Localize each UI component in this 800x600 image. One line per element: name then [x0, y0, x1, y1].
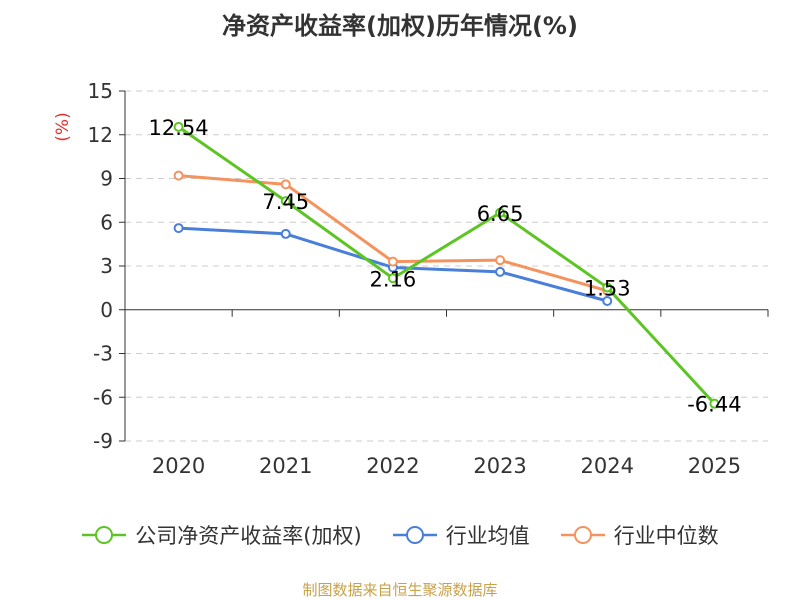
legend-marker-industry-median — [560, 526, 605, 544]
data-label-2022: 2.16 — [370, 267, 417, 291]
legend-label-industry-mean: 行业均值 — [445, 524, 530, 548]
series-point-0-5 — [709, 398, 720, 409]
x-tick-label-2022: 2022 — [366, 454, 419, 478]
series-point-0-4 — [602, 282, 613, 293]
y-tick-label: -9 — [93, 429, 113, 453]
legend-item-industry-median[interactable]: 行业中位数 — [560, 520, 719, 550]
x-tick-label-2024: 2024 — [581, 454, 634, 478]
x-tick-label-2023: 2023 — [473, 454, 526, 478]
series-point-2-3 — [495, 255, 506, 266]
y-tick-label: 3 — [100, 254, 113, 278]
y-tick-label: 15 — [88, 79, 113, 103]
series-point-1-1 — [280, 228, 291, 239]
data-label-2023: 6.65 — [477, 202, 524, 226]
y-tick-label: 9 — [100, 167, 113, 191]
y-tick-label: 12 — [88, 123, 113, 147]
chart-title: 净资产收益率(加权)历年情况(%) — [222, 12, 578, 40]
y-tick-label: 6 — [100, 210, 113, 234]
x-tick-label-2021: 2021 — [259, 454, 312, 478]
series-point-0-2 — [387, 273, 398, 284]
y-tick-label: -6 — [93, 385, 113, 409]
series-point-2-0 — [173, 170, 184, 181]
data-label-2024: 1.53 — [584, 276, 631, 300]
y-tick-label: 0 — [100, 298, 113, 322]
series-point-1-3 — [495, 266, 506, 277]
series-point-2-1 — [280, 179, 291, 190]
legend-label-industry-median: 行业中位数 — [613, 524, 719, 548]
source-footer: 制图数据来自恒生聚源数据库 — [302, 581, 498, 599]
legend-item-industry-mean[interactable]: 行业均值 — [392, 520, 530, 550]
x-tick-label-2025: 2025 — [688, 454, 741, 478]
series-point-1-0 — [173, 223, 184, 234]
series-point-0-3 — [495, 207, 506, 218]
y-tick-label: -3 — [93, 342, 113, 366]
data-label-2021: 7.45 — [262, 190, 309, 214]
series-point-2-2 — [387, 256, 398, 267]
series-point-0-0 — [173, 121, 184, 132]
legend-label-company: 公司净资产收益率(加权) — [135, 524, 362, 548]
y-axis-label: (%) — [53, 112, 73, 141]
data-label-2020: 12.54 — [149, 116, 209, 140]
x-tick-label-2020: 2020 — [152, 454, 205, 478]
legend: 公司净资产收益率(加权) 行业均值 行业中位数 — [0, 520, 800, 550]
series-line-0 — [177, 125, 716, 405]
legend-item-company[interactable]: 公司净资产收益率(加权) — [81, 520, 362, 550]
series-point-0-1 — [280, 196, 291, 207]
data-label-2025: -6.44 — [687, 393, 741, 417]
legend-marker-industry-mean — [392, 526, 437, 544]
series-point-1-4 — [602, 296, 613, 306]
legend-marker-company — [82, 526, 127, 544]
